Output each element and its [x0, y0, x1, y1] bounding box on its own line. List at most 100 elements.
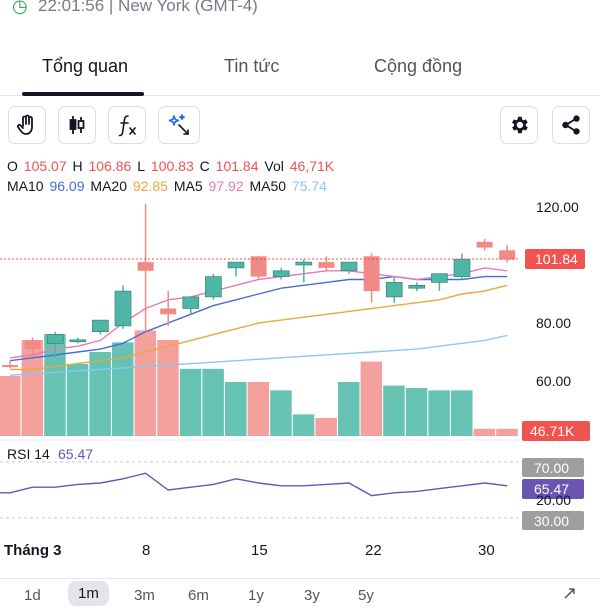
x-label: 22: [365, 542, 382, 559]
volume-value: 46,71K: [289, 158, 335, 174]
period-1m[interactable]: 1m: [68, 581, 109, 606]
settings-gear-icon: [512, 116, 528, 134]
tab-overview[interactable]: Tổng quan: [42, 56, 129, 76]
period-selector: 1d 1m 3m 6m 1y 3y 5y ↗: [0, 578, 600, 608]
period-1y[interactable]: 1y: [248, 587, 264, 604]
tab-community[interactable]: Cộng đồng: [374, 56, 463, 76]
volume-bar: [383, 385, 405, 436]
volume-bar: [0, 376, 21, 436]
candle-body: [182, 296, 200, 309]
tab-news[interactable]: Tin tức: [224, 56, 280, 76]
price-axis-label: 60.00: [536, 373, 571, 389]
price-tag-text: 101.84: [535, 251, 578, 267]
candle-body: [318, 262, 335, 268]
volume-tag-text: 46.71K: [530, 423, 575, 439]
candlestick-button[interactable]: [58, 106, 96, 144]
function-icon: [118, 115, 136, 137]
price-axis-label: 120.00: [536, 200, 579, 215]
rsi-panel: [0, 472, 508, 497]
x-label: 8: [142, 542, 151, 559]
volume-bar: [315, 418, 337, 436]
ma50-label: MA50: [249, 178, 287, 194]
candle-body: [408, 285, 426, 289]
volume-bar: [202, 368, 224, 436]
candle-body: [69, 339, 87, 343]
settings-button[interactable]: [500, 106, 538, 144]
candle-body: [250, 256, 267, 277]
open-label: O: [7, 158, 18, 174]
tab-bar: Tổng quan Tin tức Cộng đồng: [0, 40, 600, 96]
candle-body: [499, 250, 516, 260]
volume-bar: [21, 340, 44, 436]
volume-bar: [44, 334, 66, 436]
candle-body: [340, 261, 358, 272]
ma20-line: [10, 284, 508, 371]
candle-body: [137, 262, 154, 271]
volume-bar: [112, 342, 134, 436]
low-value: 100.83: [150, 158, 194, 174]
rsi-lower-text: 30.00: [534, 513, 569, 529]
ma10-line: [9, 275, 508, 362]
ma5-label: MA5: [173, 178, 203, 194]
candle-body: [453, 258, 471, 277]
candle-body: [46, 334, 64, 344]
candle-body: [431, 273, 448, 283]
volume-bar: [225, 382, 247, 436]
chart-toolbar: [0, 104, 600, 148]
volume-bar: [496, 428, 518, 436]
volume-bar: [338, 382, 360, 436]
share-button[interactable]: [552, 106, 590, 144]
candlestick-icon: [69, 116, 85, 134]
candle-body: [272, 270, 290, 277]
price-tag: [525, 249, 585, 269]
candle-body: [24, 340, 41, 350]
time-text: 22:01:56 | New York (GMT-4): [38, 0, 258, 15]
candle-body: [2, 365, 18, 368]
price-chart[interactable]: RSI 14 65.47 120.00 80.00 60.00 101.84 4…: [0, 200, 600, 535]
ma50-value: 75.74: [291, 178, 327, 194]
expand-icon[interactable]: ↗: [562, 583, 578, 603]
volume-bar: [157, 340, 179, 436]
volume-bar: [360, 361, 383, 436]
volume-bar: [270, 390, 292, 436]
volume-bar: [134, 330, 157, 436]
rsi-mid-label: 20.00: [536, 492, 571, 508]
candle-body: [363, 256, 380, 292]
ai-tools-button[interactable]: [158, 106, 200, 144]
hand-drawing-button[interactable]: [8, 106, 46, 144]
ma10-label: MA10: [7, 178, 44, 194]
clock-icon: ◷: [12, 0, 28, 16]
status-bar: ◷ 22:01:56 | New York (GMT-4): [0, 0, 600, 20]
rsi-upper-tag: [522, 458, 584, 477]
rsi-value: 65.47: [58, 446, 93, 462]
indicators-button[interactable]: [108, 106, 146, 144]
x-label-month: Tháng 3: [4, 542, 62, 559]
low-label: L: [137, 158, 146, 174]
candle-body: [385, 282, 403, 298]
ma-legend: MA10 96.09 MA20 92.85 MA5 97.92 MA50 75.…: [7, 178, 329, 194]
period-3y[interactable]: 3y: [304, 587, 320, 604]
ma50-line: [9, 334, 508, 376]
period-6m[interactable]: 6m: [188, 587, 209, 604]
x-label: 30: [478, 542, 495, 559]
candle-body: [160, 308, 177, 315]
period-5y[interactable]: 5y: [358, 587, 374, 604]
candle-body: [92, 319, 109, 332]
volume-bar: [247, 382, 270, 436]
close-value: 101.84: [215, 158, 259, 174]
magic-sparkle-icon: [168, 114, 189, 135]
high-label: H: [72, 158, 83, 174]
period-1d[interactable]: 1d: [24, 587, 41, 604]
candle-body: [114, 290, 132, 327]
rsi-line: [0, 472, 508, 497]
period-3m[interactable]: 3m: [134, 587, 155, 604]
ma20-value: 92.85: [132, 178, 168, 194]
ma10-value: 96.09: [49, 178, 85, 194]
high-value: 106.86: [88, 158, 132, 174]
candle-body: [227, 261, 245, 269]
ma20-label: MA20: [90, 178, 127, 194]
candle-body: [476, 241, 493, 248]
candle-body: [295, 261, 313, 266]
volume-tag: [522, 421, 590, 441]
rsi-value-tag: [522, 479, 584, 499]
